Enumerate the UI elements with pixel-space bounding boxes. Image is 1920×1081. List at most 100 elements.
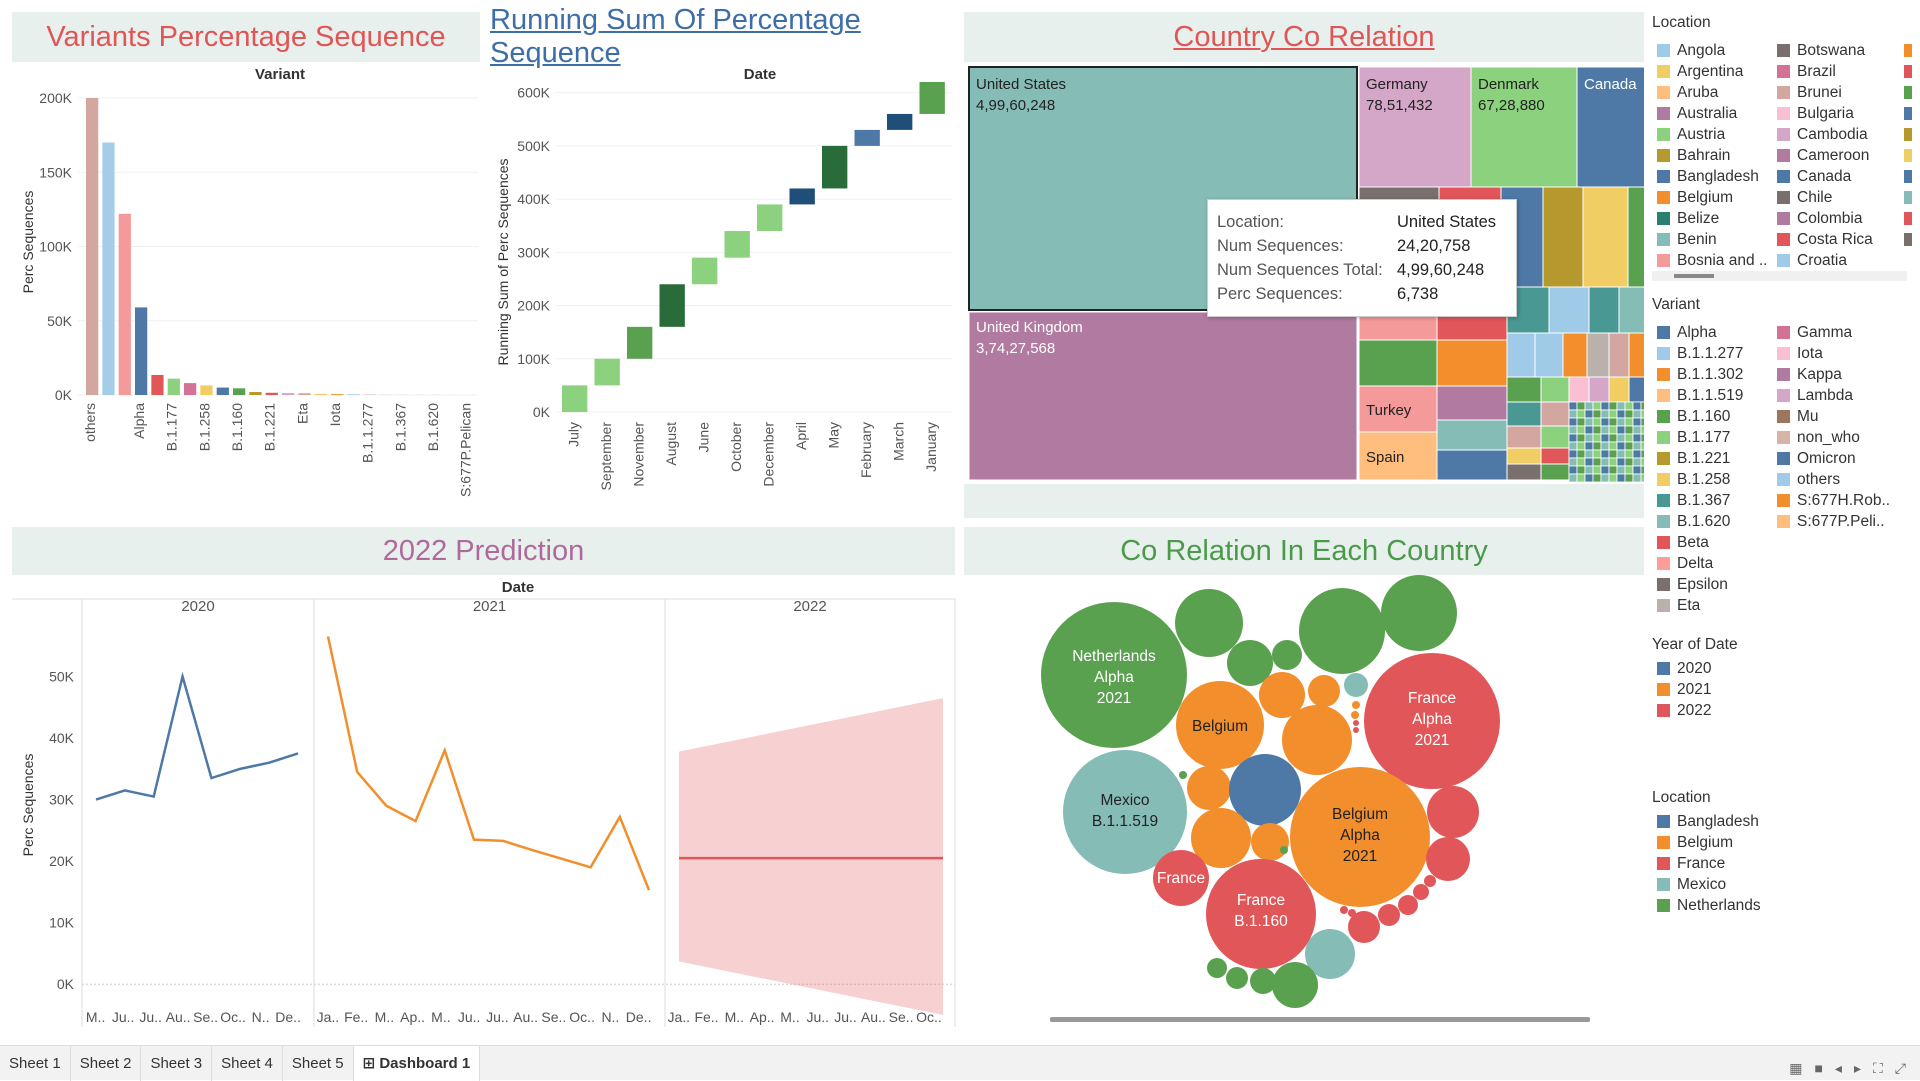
treemap-tiny-cell[interactable] [1577, 402, 1585, 410]
running-bar[interactable] [757, 204, 782, 231]
variants-bar[interactable] [119, 214, 131, 395]
location2-legend-item[interactable]: Mexico [1657, 874, 1852, 895]
variant-legend-item[interactable]: Gamma [1777, 322, 1912, 343]
treemap-cell[interactable] [1541, 426, 1569, 448]
variant-legend-item[interactable]: Iota [1777, 343, 1912, 364]
location-legend-item[interactable]: Croatia [1777, 250, 1902, 271]
treemap-tiny-cell[interactable] [1641, 450, 1644, 458]
running-bar[interactable] [725, 231, 750, 258]
treemap-tiny-cell[interactable] [1585, 450, 1593, 458]
location-legend-item[interactable]: Bulgaria [1777, 103, 1902, 124]
variant-legend-item[interactable]: Kappa [1777, 364, 1912, 385]
treemap-tiny-cell[interactable] [1577, 458, 1585, 466]
variants-bar[interactable] [217, 388, 229, 395]
treemap-tiny-cell[interactable] [1585, 474, 1593, 482]
bubble[interactable] [1351, 711, 1359, 719]
treemap-tiny-cell[interactable] [1609, 442, 1617, 450]
treemap-tiny-cell[interactable] [1585, 402, 1593, 410]
running-bar[interactable] [562, 385, 587, 412]
location-legend-item[interactable]: Bosnia and .. [1657, 250, 1782, 271]
treemap-tiny-cell[interactable] [1577, 466, 1585, 474]
treemap-tiny-cell[interactable] [1609, 402, 1617, 410]
variant-legend-item[interactable]: B.1.258 [1657, 469, 1782, 490]
treemap-tiny-cell[interactable] [1577, 410, 1585, 418]
variant-legend-item[interactable]: Beta [1657, 532, 1782, 553]
treemap-tiny-cell[interactable] [1577, 434, 1585, 442]
location-legend-item[interactable]: Aruba [1657, 82, 1782, 103]
treemap-cell[interactable] [1628, 187, 1644, 287]
location-legend-item[interactable]: Bahrain [1657, 145, 1782, 166]
variants-bar[interactable] [86, 98, 98, 395]
treemap-tiny-cell[interactable] [1641, 426, 1644, 434]
variant-legend-item[interactable]: B.1.620 [1657, 511, 1782, 532]
variant-legend-item[interactable]: Omicron [1777, 448, 1912, 469]
location2-legend-item[interactable]: Netherlands [1657, 895, 1852, 916]
location-legend-item[interactable]: Botswana [1777, 40, 1902, 61]
treemap-tiny-cell[interactable] [1577, 426, 1585, 434]
treemap-tiny-cell[interactable] [1601, 418, 1609, 426]
treemap-tiny-cell[interactable] [1601, 410, 1609, 418]
treemap-tiny-cell[interactable] [1569, 418, 1577, 426]
treemap-cell[interactable] [1541, 448, 1569, 464]
treemap-tiny-cell[interactable] [1585, 410, 1593, 418]
treemap-tiny-cell[interactable] [1625, 450, 1633, 458]
bubble[interactable] [1353, 727, 1359, 733]
treemap-tiny-cell[interactable] [1641, 434, 1644, 442]
variants-bar[interactable] [135, 307, 147, 395]
treemap-tiny-cell[interactable] [1641, 458, 1644, 466]
treemap-tiny-cell[interactable] [1633, 410, 1641, 418]
location-legend-item[interactable]: Austria [1657, 124, 1782, 145]
bubble[interactable] [1353, 720, 1359, 726]
location-legend-item[interactable]: Benin [1657, 229, 1782, 250]
treemap-tiny-cell[interactable] [1641, 442, 1644, 450]
treemap-tiny-cell[interactable] [1569, 474, 1577, 482]
treemap-tiny-cell[interactable] [1593, 458, 1601, 466]
prediction-line[interactable] [96, 677, 298, 800]
tab-sheet-5[interactable]: Sheet 5 [283, 1046, 354, 1081]
variant-legend-item[interactable]: Alpha [1657, 322, 1782, 343]
location-legend-item[interactable]: Chile [1777, 187, 1902, 208]
year-legend-item[interactable]: 2020 [1657, 658, 1852, 679]
variant-legend-item[interactable]: S:677H.Rob.. [1777, 490, 1912, 511]
treemap-tiny-cell[interactable] [1601, 474, 1609, 482]
treemap-cell[interactable] [1619, 287, 1644, 333]
grid-view-icon[interactable]: ▦ [1789, 1060, 1802, 1077]
treemap-tiny-cell[interactable] [1609, 450, 1617, 458]
treemap-tiny-cell[interactable] [1617, 426, 1625, 434]
tab-sheet-4[interactable]: Sheet 4 [212, 1046, 283, 1081]
location-legend-item[interactable]: Australia [1657, 103, 1782, 124]
treemap-tiny-cell[interactable] [1601, 442, 1609, 450]
bubble[interactable] [1179, 771, 1187, 779]
bubble[interactable] [1207, 958, 1227, 978]
treemap-tiny-cell[interactable] [1609, 434, 1617, 442]
bubble[interactable] [1187, 766, 1231, 810]
location-legend-item[interactable]: Colombia [1777, 208, 1902, 229]
treemap-tiny-cell[interactable] [1593, 442, 1601, 450]
treemap-tiny-cell[interactable] [1601, 458, 1609, 466]
bubble[interactable] [1426, 837, 1470, 881]
treemap-tiny-cell[interactable] [1569, 410, 1577, 418]
treemap-tiny-cell[interactable] [1609, 410, 1617, 418]
running-bar[interactable] [855, 130, 880, 146]
treemap-tiny-cell[interactable] [1641, 418, 1644, 426]
variants-bar[interactable] [249, 392, 261, 395]
treemap-tiny-cell[interactable] [1633, 434, 1641, 442]
location2-legend-item[interactable]: Belgium [1657, 832, 1852, 853]
bubble[interactable] [1175, 589, 1243, 657]
treemap-cell[interactable] [1541, 377, 1569, 402]
variants-bar[interactable] [233, 388, 245, 395]
treemap-tiny-cell[interactable] [1585, 434, 1593, 442]
treemap-tiny-cell[interactable] [1633, 402, 1641, 410]
treemap-tiny-cell[interactable] [1641, 410, 1644, 418]
treemap-tiny-cell[interactable] [1633, 442, 1641, 450]
treemap-tiny-cell[interactable] [1601, 466, 1609, 474]
variants-bar[interactable] [347, 394, 359, 395]
treemap-tiny-cell[interactable] [1593, 434, 1601, 442]
treemap-tiny-cell[interactable] [1617, 402, 1625, 410]
treemap-tiny-cell[interactable] [1601, 450, 1609, 458]
location-legend-item[interactable]: Costa Rica [1777, 229, 1902, 250]
variant-legend-item[interactable]: Epsilon [1657, 574, 1782, 595]
treemap-cell[interactable] [1437, 450, 1507, 480]
treemap-tiny-cell[interactable] [1569, 450, 1577, 458]
treemap-cell[interactable] [1507, 464, 1541, 480]
